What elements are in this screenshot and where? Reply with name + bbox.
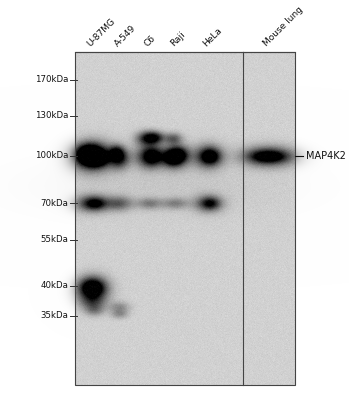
- Text: Raji: Raji: [169, 30, 187, 48]
- Text: 55kDa: 55kDa: [40, 236, 68, 244]
- Text: 100kDa: 100kDa: [35, 152, 68, 160]
- Text: HeLa: HeLa: [202, 26, 224, 48]
- Text: 170kDa: 170kDa: [35, 76, 68, 84]
- Bar: [75, 52, 295, 385]
- Text: 70kDa: 70kDa: [40, 198, 68, 208]
- Text: C6: C6: [143, 33, 157, 48]
- Text: Mouse lung: Mouse lung: [262, 5, 305, 48]
- Text: U-87MG: U-87MG: [86, 16, 118, 48]
- Text: MAP4K2: MAP4K2: [306, 151, 346, 161]
- Text: 40kDa: 40kDa: [40, 282, 68, 290]
- Text: 130kDa: 130kDa: [35, 112, 68, 120]
- Text: A-549: A-549: [113, 23, 138, 48]
- Text: 35kDa: 35kDa: [40, 312, 68, 320]
